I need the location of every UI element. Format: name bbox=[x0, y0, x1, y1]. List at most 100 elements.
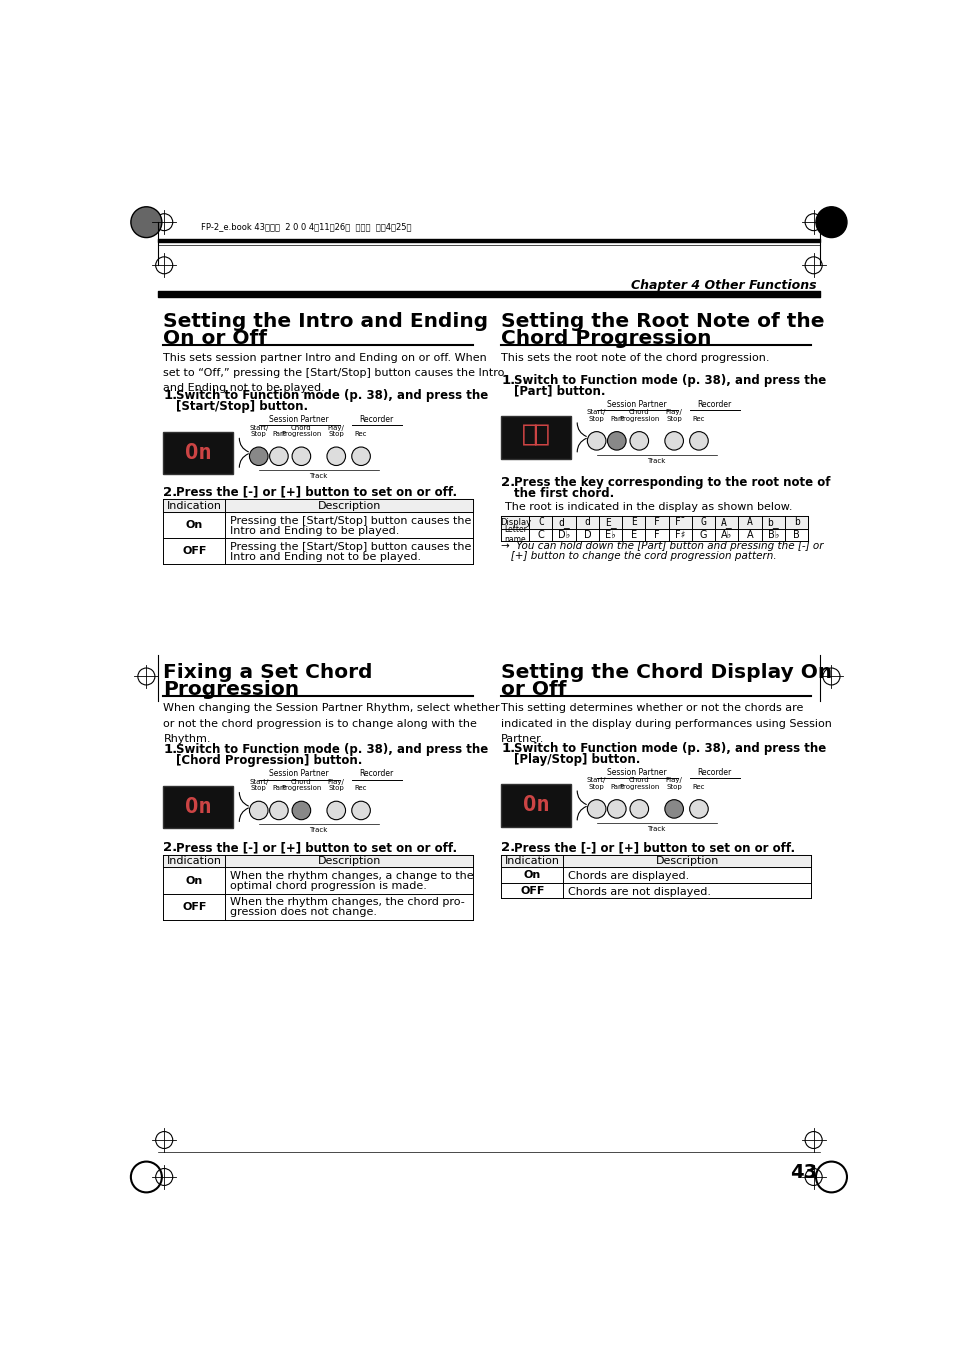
Circle shape bbox=[607, 431, 625, 450]
Text: F¯: F¯ bbox=[674, 517, 685, 527]
Text: Rec: Rec bbox=[692, 784, 704, 790]
Text: Start/
Stop: Start/ Stop bbox=[586, 409, 606, 422]
Circle shape bbox=[689, 431, 707, 450]
Text: Chord
Progression: Chord Progression bbox=[618, 777, 659, 790]
Circle shape bbox=[587, 800, 605, 819]
Text: Switch to Function mode (p. 38), and press the: Switch to Function mode (p. 38), and pre… bbox=[175, 743, 488, 757]
Text: Part: Part bbox=[272, 431, 285, 436]
Text: Indication: Indication bbox=[504, 857, 559, 866]
Text: This sets session partner Intro and Ending on or off. When
set to “Off,” pressin: This sets session partner Intro and Endi… bbox=[163, 353, 504, 393]
Text: When the rhythm changes, a change to the: When the rhythm changes, a change to the bbox=[230, 871, 474, 881]
Circle shape bbox=[815, 207, 846, 238]
Text: Press the key corresponding to the root note of: Press the key corresponding to the root … bbox=[513, 477, 829, 489]
FancyBboxPatch shape bbox=[163, 431, 233, 474]
Text: Start/
Stop: Start/ Stop bbox=[249, 778, 268, 792]
Text: 1.: 1. bbox=[163, 389, 177, 403]
Circle shape bbox=[249, 801, 268, 820]
Circle shape bbox=[629, 800, 648, 819]
Text: Pressing the [Start/Stop] button causes the: Pressing the [Start/Stop] button causes … bbox=[230, 542, 471, 551]
Text: D♭: D♭ bbox=[558, 530, 570, 540]
Text: G: G bbox=[700, 517, 706, 527]
Text: The root is indicated in the display as shown below.: The root is indicated in the display as … bbox=[505, 503, 792, 512]
Text: Start/
Stop: Start/ Stop bbox=[586, 777, 606, 790]
Circle shape bbox=[327, 447, 345, 466]
Text: On: On bbox=[186, 520, 203, 530]
Text: Track: Track bbox=[309, 827, 327, 834]
Text: D: D bbox=[583, 530, 591, 540]
Text: Description: Description bbox=[655, 857, 719, 866]
Text: Switch to Function mode (p. 38), and press the: Switch to Function mode (p. 38), and pre… bbox=[513, 742, 825, 755]
Text: 2.: 2. bbox=[163, 485, 177, 499]
Text: 43: 43 bbox=[789, 1163, 816, 1182]
Text: B: B bbox=[792, 530, 800, 540]
Text: A_: A_ bbox=[720, 517, 732, 528]
Text: Start/
Stop: Start/ Stop bbox=[249, 424, 268, 436]
Text: Chord Progression: Chord Progression bbox=[500, 330, 711, 349]
Circle shape bbox=[607, 800, 625, 819]
Text: Recorder: Recorder bbox=[359, 769, 394, 778]
Text: Part: Part bbox=[272, 785, 285, 792]
Text: the first chord.: the first chord. bbox=[513, 488, 614, 500]
Text: Chord
Progression: Chord Progression bbox=[281, 424, 321, 436]
FancyBboxPatch shape bbox=[163, 786, 233, 828]
Text: Intro and Ending not to be played.: Intro and Ending not to be played. bbox=[230, 551, 421, 562]
Text: 2.: 2. bbox=[500, 477, 515, 489]
Text: 1.: 1. bbox=[500, 374, 515, 386]
Text: Chords are not displayed.: Chords are not displayed. bbox=[567, 886, 710, 897]
Circle shape bbox=[327, 801, 345, 820]
Text: Setting the Chord Display On: Setting the Chord Display On bbox=[500, 662, 832, 682]
Text: gression does not change.: gression does not change. bbox=[230, 908, 376, 917]
Text: E: E bbox=[630, 517, 636, 527]
Text: ⎕⎕: ⎕⎕ bbox=[522, 427, 549, 449]
Text: Session Partner: Session Partner bbox=[269, 415, 329, 424]
Text: d: d bbox=[584, 517, 590, 527]
Text: →  You can hold down the [Part] button and pressing the [-] or: → You can hold down the [Part] button an… bbox=[500, 540, 823, 551]
Circle shape bbox=[689, 800, 707, 819]
Text: 2.: 2. bbox=[163, 842, 177, 854]
Text: F: F bbox=[654, 517, 659, 527]
Text: Press the [-] or [+] button to set on or off.: Press the [-] or [+] button to set on or… bbox=[175, 842, 456, 854]
Text: Display: Display bbox=[499, 517, 530, 527]
Text: [Start/Stop] button.: [Start/Stop] button. bbox=[175, 400, 308, 413]
Text: Part: Part bbox=[609, 784, 623, 790]
Text: When the rhythm changes, the chord pro-: When the rhythm changes, the chord pro- bbox=[230, 897, 464, 908]
Text: Setting the Root Note of the: Setting the Root Note of the bbox=[500, 312, 824, 331]
Text: On: On bbox=[186, 875, 203, 885]
Text: Session Partner: Session Partner bbox=[606, 767, 666, 777]
Text: Indication: Indication bbox=[167, 500, 222, 511]
Text: This sets the root note of the chord progression.: This sets the root note of the chord pro… bbox=[500, 353, 769, 363]
Circle shape bbox=[629, 431, 648, 450]
Text: Chord
Progression: Chord Progression bbox=[281, 778, 321, 792]
Text: Switch to Function mode (p. 38), and press the: Switch to Function mode (p. 38), and pre… bbox=[175, 389, 488, 403]
Text: [Chord Progression] button.: [Chord Progression] button. bbox=[175, 754, 362, 767]
Text: E♭: E♭ bbox=[604, 530, 616, 540]
Text: Play/
Stop: Play/ Stop bbox=[665, 409, 682, 422]
Text: Pressing the [Start/Stop] button causes the: Pressing the [Start/Stop] button causes … bbox=[230, 516, 471, 526]
Text: F: F bbox=[654, 530, 659, 540]
Text: Recorder: Recorder bbox=[359, 415, 394, 424]
Circle shape bbox=[587, 431, 605, 450]
Text: A: A bbox=[746, 530, 753, 540]
Text: OFF: OFF bbox=[519, 885, 544, 896]
Text: G: G bbox=[700, 530, 706, 540]
Text: b: b bbox=[793, 517, 799, 527]
Text: Progression: Progression bbox=[163, 680, 299, 698]
Text: On: On bbox=[185, 797, 212, 817]
Text: Press the [-] or [+] button to set on or off.: Press the [-] or [+] button to set on or… bbox=[513, 842, 794, 854]
Text: Press the [-] or [+] button to set on or off.: Press the [-] or [+] button to set on or… bbox=[175, 485, 456, 499]
Circle shape bbox=[292, 801, 311, 820]
Text: Track: Track bbox=[309, 473, 327, 480]
FancyBboxPatch shape bbox=[500, 416, 571, 458]
Text: Fixing a Set Chord: Fixing a Set Chord bbox=[163, 662, 373, 682]
Text: On: On bbox=[185, 443, 212, 463]
Text: Letter
name: Letter name bbox=[503, 526, 526, 544]
Text: C: C bbox=[537, 530, 543, 540]
Text: OFF: OFF bbox=[182, 901, 207, 912]
Text: Recorder: Recorder bbox=[697, 400, 731, 408]
Text: Rec: Rec bbox=[355, 785, 367, 792]
Text: Part: Part bbox=[609, 416, 623, 422]
Text: Play/
Stop: Play/ Stop bbox=[328, 424, 344, 436]
Circle shape bbox=[249, 447, 268, 466]
Text: E: E bbox=[630, 530, 637, 540]
Circle shape bbox=[131, 207, 162, 238]
